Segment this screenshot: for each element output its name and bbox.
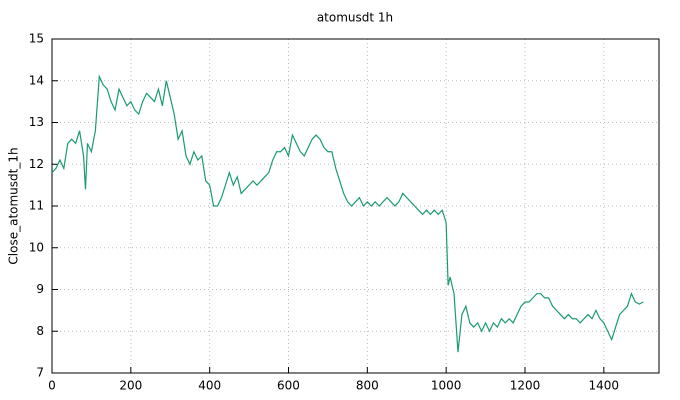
plot-frame: [51, 38, 660, 374]
y-axis-label: Close_atomusdt_1h: [7, 147, 21, 264]
x-tick-label: 200: [119, 379, 142, 393]
y-tick-label: 8: [36, 324, 44, 338]
x-tick-label: 800: [356, 379, 379, 393]
x-tick-label: 1200: [510, 379, 541, 393]
y-tick-label: 7: [36, 366, 44, 380]
data-line: [51, 74, 644, 353]
y-tick-label: 13: [29, 115, 44, 129]
y-tick-label: 10: [29, 240, 44, 254]
x-tick-label: 0: [48, 379, 56, 393]
x-tick-label: 600: [277, 379, 300, 393]
chart-title: atomusdt 1h: [317, 11, 393, 25]
y-tick-label: 14: [29, 73, 44, 87]
y-tick-label: 12: [29, 157, 44, 171]
x-tick-label: 1000: [431, 379, 462, 393]
y-tick-label: 11: [29, 199, 44, 213]
y-tick-label: 9: [36, 282, 44, 296]
x-tick-label: 400: [198, 379, 221, 393]
y-tick-label: 15: [29, 32, 44, 46]
x-tick-label: 1400: [589, 379, 620, 393]
